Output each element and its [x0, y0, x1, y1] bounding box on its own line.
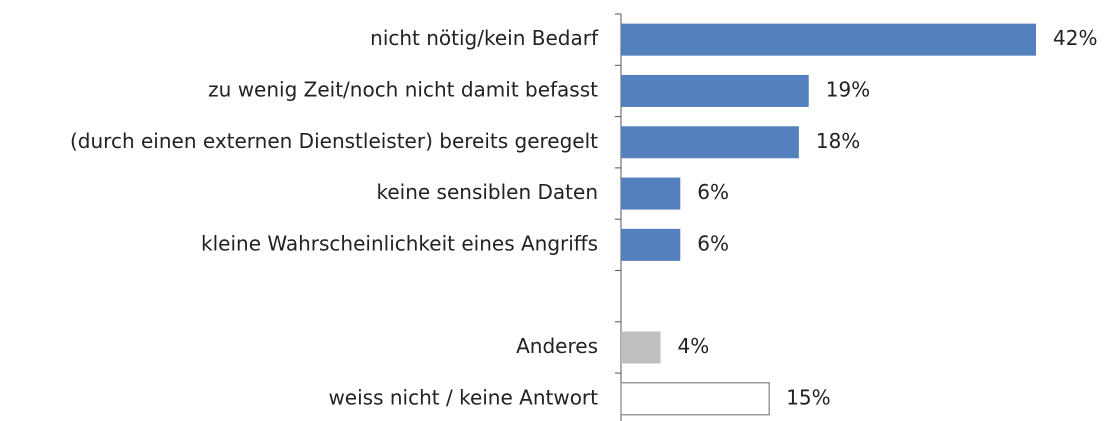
- category-label: weiss nicht / keine Antwort: [328, 385, 598, 409]
- value-label: 6%: [697, 180, 729, 204]
- value-label: 15%: [786, 385, 830, 409]
- bar: [621, 228, 681, 261]
- value-label: 4%: [678, 334, 710, 358]
- value-label: 42%: [1053, 26, 1097, 50]
- value-label: 19%: [826, 77, 870, 101]
- bar: [621, 331, 661, 364]
- value-label: 6%: [697, 231, 729, 255]
- category-label: kleine Wahrscheinlichkeit eines Angriffs: [201, 231, 598, 255]
- bar: [621, 126, 799, 159]
- bar: [621, 177, 681, 210]
- category-label: (durch einen externen Dienstleister) ber…: [70, 129, 598, 153]
- category-label: zu wenig Zeit/noch nicht damit befasst: [208, 77, 598, 101]
- category-label: Anderes: [516, 334, 598, 358]
- category-label: keine sensiblen Daten: [376, 180, 598, 204]
- bar: [620, 382, 770, 416]
- category-label: nicht nötig/kein Bedarf: [370, 26, 599, 50]
- bar: [621, 74, 809, 107]
- value-label: 18%: [816, 129, 860, 153]
- bar: [621, 23, 1036, 56]
